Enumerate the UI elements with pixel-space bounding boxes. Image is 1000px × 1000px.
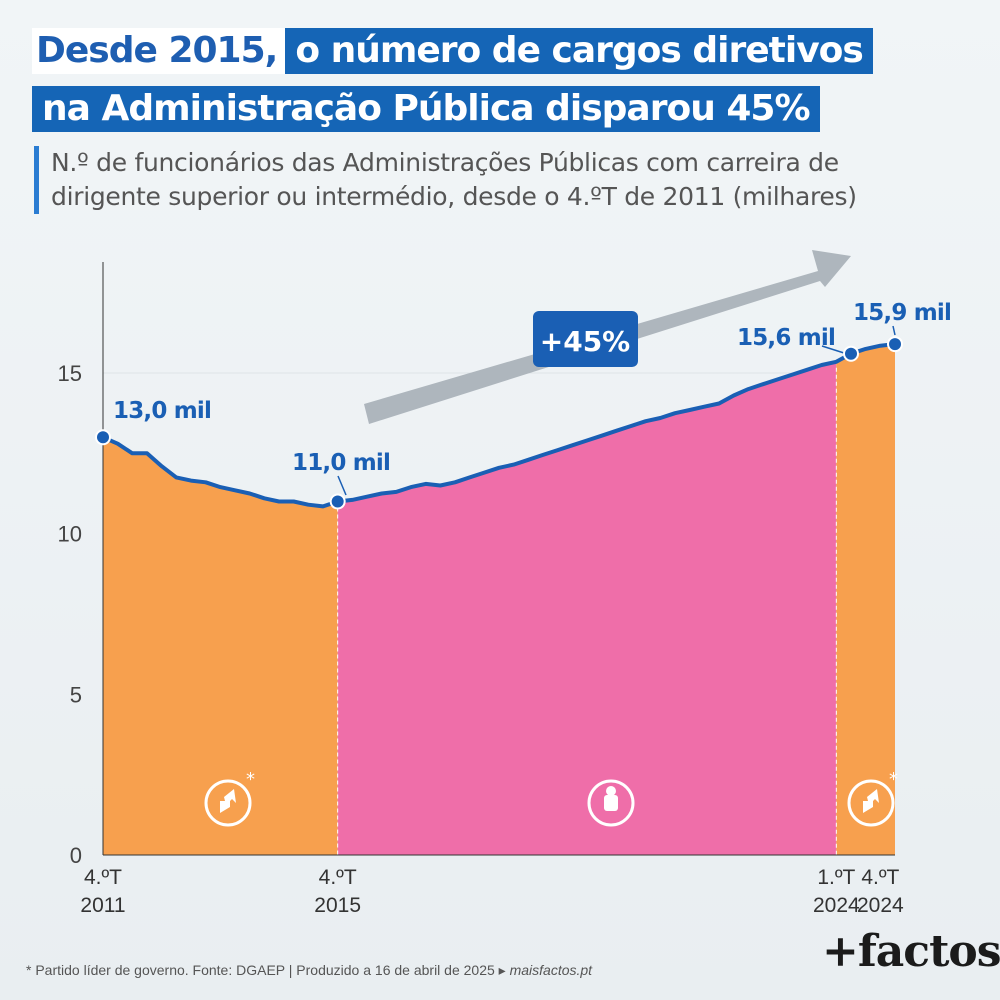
data-point [95,429,111,446]
area-period-3 [836,344,895,855]
asterisk: * [889,769,898,790]
annotation-leader [892,325,896,336]
footer-link[interactable]: maisfactos.pt [509,962,593,978]
data-label: 15,6 mil [737,325,835,351]
trend-badge [533,311,638,367]
headline-line-1: Desde 2015, o número de cargos diretivos [32,28,873,74]
trend-label: +45% [540,325,630,358]
data-label: 11,0 mil [292,450,390,476]
asterisk: * [246,769,255,790]
x-tick-label: 4.ºT 2024 [857,866,904,917]
headline-line-2: na Administração Pública disparou 45% [32,86,820,132]
ps-logo-arrow [867,789,879,805]
ps-logo-mark [863,801,873,813]
data-label: 13,0 mil [113,398,211,424]
footer-source: * Partido líder de governo. Fonte: DGAEP… [26,962,510,978]
annotation-leader [821,345,845,354]
brand-logo: +factos [822,926,1000,977]
x-tick-label: 1.ºT 2024 [813,866,860,917]
chart-subtitle: N.º de funcionários das Administrações P… [34,146,951,214]
y-tick-label: 15 [58,361,82,386]
x-tick-label: 4.ºT 2015 [314,866,361,917]
ps-logo-mark [220,801,230,813]
y-tick-label: 0 [70,843,82,868]
area-period-2 [337,361,837,855]
data-point [329,493,346,510]
area-period-1 [103,437,338,855]
ps-logo-arrow [224,789,236,805]
footer-note: * Partido líder de governo. Fonte: DGAEP… [26,962,592,979]
annotation-leader [337,475,347,496]
data-label: 15,9 mil [853,300,951,326]
y-tick-label: 10 [58,522,82,547]
headline-text: o número de cargos diretivos [285,28,873,74]
y-tick-label: 5 [70,682,82,707]
headline-highlight: Desde 2015, [32,28,286,74]
x-tick-label: 4.ºT 2011 [80,866,125,917]
fist-rose-icon [587,779,635,827]
data-point [843,345,859,362]
data-point [887,336,903,353]
ps-logo-icon: * [847,769,898,827]
series-line [102,342,896,509]
headline-text-2: na Administração Pública disparou 45% [32,86,820,132]
rose-shape [606,786,616,796]
ps-logo-icon: * [204,769,255,827]
fist-shape [604,795,618,811]
